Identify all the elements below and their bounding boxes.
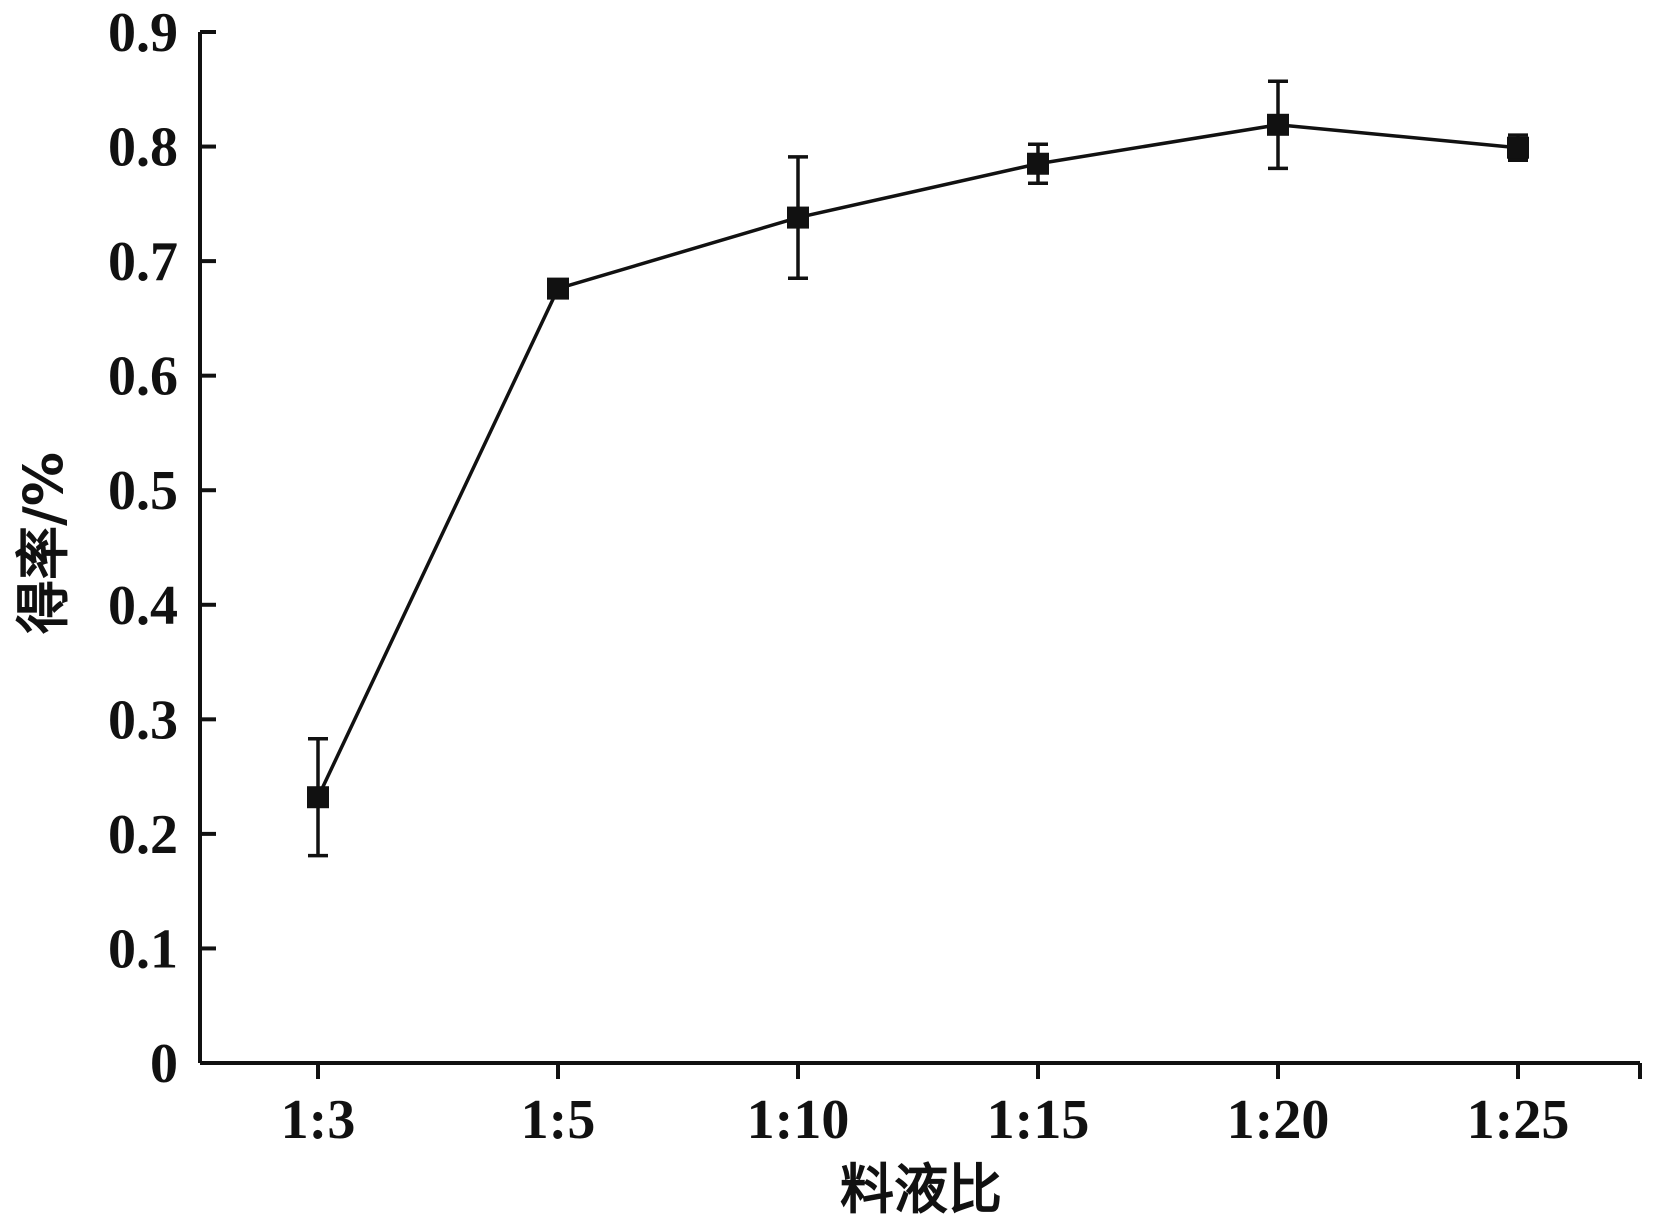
y-tick-label: 0.9 (108, 2, 178, 64)
data-point (307, 786, 329, 809)
data-point (1267, 113, 1289, 136)
y-tick-label: 0.2 (108, 804, 178, 866)
y-tick-label: 0.8 (108, 117, 178, 179)
ticks: 0 0.1 0.2 0.3 0.4 0.5 0.6 0.7 0.8 0.9 1:3 1:5 1:10 1:… (108, 2, 1569, 1151)
y-tick-label: 0.7 (108, 231, 178, 293)
x-tick-label: 1:20 (1227, 1089, 1330, 1151)
axes (198, 32, 1642, 1079)
series-line (316, 123, 1519, 798)
y-tick-label: 0.5 (108, 460, 178, 522)
y-tick-label: 0 (150, 1033, 178, 1095)
x-tick-label: 1:5 (521, 1089, 596, 1151)
data-point (1507, 136, 1529, 159)
x-tick-label: 1:15 (987, 1089, 1090, 1151)
y-axis-title: 得率/% (12, 452, 75, 634)
y-tick-label: 0.4 (108, 575, 178, 637)
data-point (787, 206, 809, 229)
x-axis-title: 料液比 (840, 1158, 1002, 1221)
y-tick-label: 0.3 (108, 689, 178, 751)
y-tick-label: 0.6 (108, 346, 178, 408)
x-tick-label: 1:10 (747, 1089, 850, 1151)
x-tick-label: 1:3 (281, 1089, 356, 1151)
data-point (1027, 152, 1049, 175)
x-tick-label: 1:25 (1467, 1089, 1570, 1151)
y-tick-label: 0.1 (108, 918, 178, 980)
data-point (547, 277, 569, 300)
series (307, 79, 1529, 858)
